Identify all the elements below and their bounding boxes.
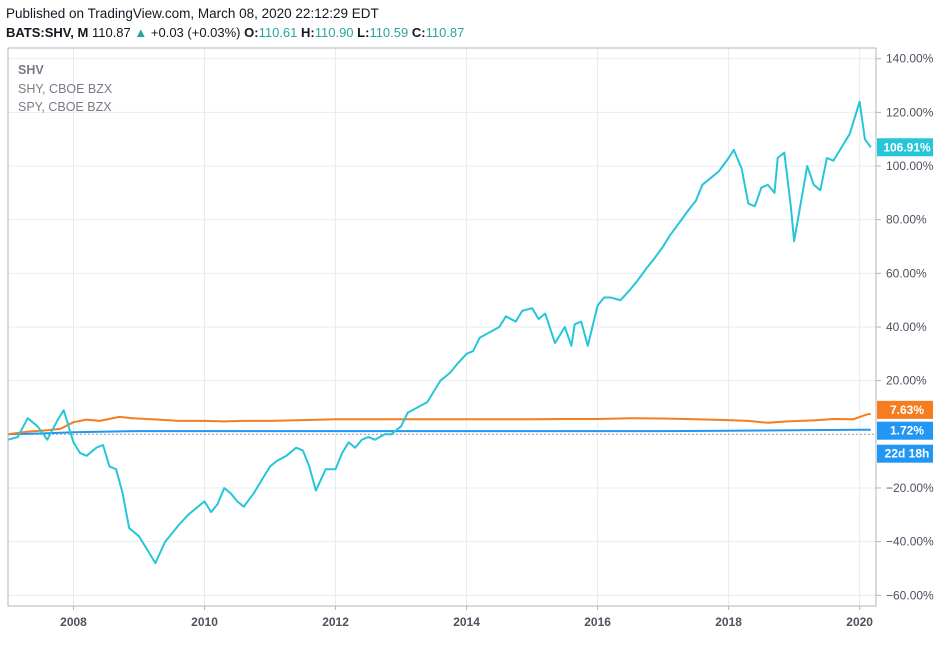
y-tick-label: 60.00% — [886, 266, 927, 280]
legend-spy[interactable]: SPY, CBOE BZX — [18, 100, 112, 114]
badge-shy: 7.63% — [890, 403, 924, 417]
x-tick-label: 2018 — [715, 615, 742, 629]
price-change: +0.03 (+0.03%) — [150, 25, 241, 40]
close-value: 110.87 — [425, 25, 465, 40]
grid-lines — [8, 48, 876, 606]
y-tick-label: −60.00% — [886, 588, 934, 602]
low-value: 110.59 — [369, 25, 409, 40]
x-tick-label: 2010 — [191, 615, 218, 629]
x-axis[interactable]: 2008 2010 2012 2014 2016 2018 2020 — [8, 605, 876, 629]
y-tick-label: 20.00% — [886, 374, 927, 388]
badge-shy-bg — [877, 400, 933, 419]
y-tick-label: −20.00% — [886, 481, 934, 495]
close-label: C: — [411, 25, 426, 40]
badge-countdown: 22d 18h — [885, 447, 930, 461]
y-tick-label: 100.00% — [886, 159, 934, 173]
up-arrow-icon: ▲ — [134, 25, 148, 40]
badge-spy: 106.91% — [883, 140, 931, 154]
high-label: H: — [301, 25, 315, 40]
badge-shv: 1.72% — [890, 424, 924, 438]
x-tick-label: 2020 — [846, 615, 873, 629]
legend-shv[interactable]: SHV — [18, 63, 44, 77]
badge-spy-bg — [877, 138, 933, 157]
legend-shy[interactable]: SHY, CBOE BZX — [18, 82, 113, 96]
ohlc-legend: BATS:SHV, M 110.87 ▲ +0.03 (+0.03%) O:11… — [6, 25, 464, 40]
x-tick-label: 2008 — [60, 615, 87, 629]
price-badges: 106.91% 7.63% 1.72% 22d 18h — [877, 138, 933, 463]
open-label: O: — [244, 25, 259, 40]
y-axis[interactable]: 140.00% 120.00% 100.00% 80.00% 60.00% 40.00% 2… — [876, 52, 934, 603]
y-tick-label: 40.00% — [886, 320, 927, 334]
y-tick-label: 120.00% — [886, 105, 934, 119]
series-lines — [7, 100, 872, 565]
x-tick-label: 2014 — [453, 615, 480, 629]
badge-countdown-bg — [877, 444, 933, 463]
y-tick-label: −40.00% — [886, 535, 934, 549]
series-line-shy — [7, 412, 871, 436]
last-price: 110.87 — [91, 25, 131, 40]
x-tick-label: 2012 — [322, 615, 349, 629]
high-value: 110.90 — [314, 25, 354, 40]
low-label: L: — [357, 25, 370, 40]
published-caption: Published on TradingView.com, March 08, … — [6, 6, 379, 21]
open-value: 110.61 — [258, 25, 298, 40]
y-tick-label: 140.00% — [886, 52, 934, 66]
badge-shv-bg — [877, 421, 933, 440]
series-line-shv — [7, 428, 871, 436]
y-tick-label: 80.00% — [886, 213, 927, 227]
symbol-label[interactable]: BATS:SHV, M — [6, 25, 89, 40]
series-line-spy — [7, 100, 872, 565]
x-tick-label: 2016 — [584, 615, 611, 629]
